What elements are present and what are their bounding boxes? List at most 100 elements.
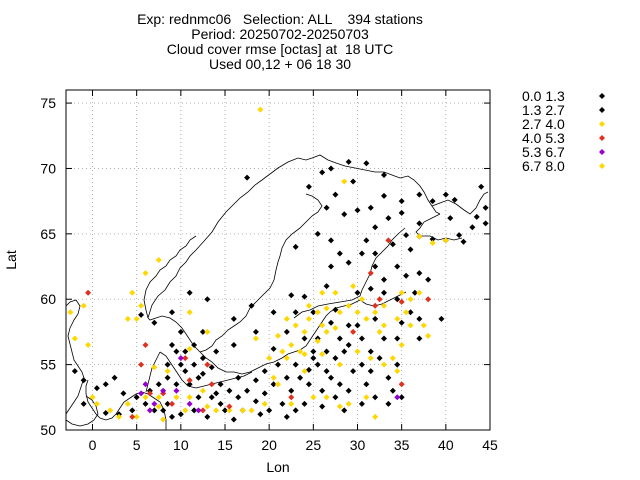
station-point-series-0: [270, 345, 277, 352]
station-point-series-0: [425, 276, 432, 283]
legend-entry-marker: [599, 107, 605, 113]
station-point-series-0: [345, 342, 352, 348]
station-point-series-0: [482, 204, 489, 211]
station-point-series-2: [164, 368, 171, 375]
station-point-series-5: [252, 335, 259, 342]
legend-entry-label: 0.0 1.3: [522, 88, 565, 104]
station-point-series-0: [151, 319, 158, 326]
x-axis-label: Lon: [266, 459, 289, 475]
station-point-series-3: [372, 302, 379, 309]
station-point-series-2: [292, 322, 299, 329]
station-point-series-0: [372, 224, 379, 231]
station-point-series-2: [354, 309, 361, 316]
station-point-series-2: [133, 315, 140, 322]
station-point-series-0: [451, 196, 458, 203]
station-point-series-0: [301, 335, 308, 342]
station-point-series-0: [336, 250, 343, 257]
y-axis-label: Lat: [3, 250, 19, 270]
station-point-series-0: [323, 348, 330, 355]
station-point-series-2: [239, 407, 246, 414]
station-point-series-0: [164, 374, 171, 381]
x-tick-label: 20: [261, 437, 277, 453]
station-point-series-2: [160, 416, 167, 423]
station-point-series-0: [323, 204, 330, 211]
station-point-series-0: [288, 292, 295, 299]
station-point-series-0: [403, 232, 410, 239]
station-point-series-0: [208, 394, 215, 401]
station-point-series-2: [336, 403, 343, 410]
station-point-series-0: [270, 309, 277, 316]
station-point-series-0: [482, 220, 489, 227]
station-point-series-0: [389, 387, 396, 394]
station-point-series-3: [142, 342, 149, 348]
station-point-series-0: [429, 198, 436, 205]
station-point-series-0: [111, 374, 118, 381]
station-point-series-0: [252, 328, 259, 335]
station-point-series-2: [266, 355, 273, 362]
station-point-series-2: [381, 302, 387, 309]
station-point-series-0: [314, 361, 321, 368]
station-point-series-0: [252, 398, 259, 405]
station-point-series-0: [257, 411, 264, 418]
station-point-series-2: [270, 374, 277, 381]
station-point-series-0: [151, 407, 158, 414]
station-point-series-2: [442, 237, 449, 244]
coastline-map: [65, 154, 489, 430]
station-point-series-0: [394, 335, 401, 342]
station-point-series-2: [213, 407, 220, 414]
station-point-series-2: [261, 400, 268, 407]
station-point-series-0: [323, 283, 330, 290]
x-tick-label: 35: [394, 437, 410, 453]
station-point-series-2: [85, 342, 92, 348]
station-point-series-2: [345, 302, 352, 309]
station-point-series-0: [403, 272, 410, 279]
station-point-series-2: [416, 289, 423, 296]
station-point-series-0: [478, 183, 485, 190]
station-point-series-0: [292, 309, 299, 316]
station-point-series-0: [279, 400, 286, 407]
coastline-finland-russia: [359, 205, 441, 307]
station-point-series-2: [376, 328, 383, 335]
station-point-series-0: [394, 296, 401, 303]
title-line-period: Period: 20250702-20250703: [191, 26, 369, 42]
station-point-series-0: [336, 381, 343, 388]
station-point-series-0: [407, 246, 414, 253]
station-point-series-0: [358, 400, 365, 407]
station-point-series-0: [222, 407, 228, 414]
station-point-series-2: [429, 240, 436, 246]
station-point-series-0: [164, 400, 171, 407]
legend-entry-marker: [599, 149, 605, 155]
station-point-series-0: [208, 364, 215, 371]
station-point-series-0: [173, 348, 180, 355]
station-point-series-0: [367, 285, 374, 292]
station-point-series-2: [173, 394, 180, 401]
station-point-series-0: [204, 296, 211, 303]
data-points: [67, 106, 489, 423]
station-point-series-0: [381, 276, 387, 283]
legend: 0.0 1.31.3 2.72.7 4.04.0 5.35.3 6.76.7 8…: [522, 88, 605, 174]
y-tick-label: 60: [40, 291, 56, 307]
station-point-series-3: [367, 270, 374, 277]
station-point-series-2: [248, 407, 255, 414]
station-point-series-3: [398, 381, 405, 388]
station-point-series-3: [138, 361, 145, 368]
station-point-series-2: [358, 296, 365, 303]
station-point-series-5: [155, 403, 162, 410]
station-point-series-0: [138, 311, 145, 318]
station-point-series-2: [129, 289, 136, 296]
station-point-series-2: [297, 348, 304, 355]
plot-frame: [65, 89, 491, 431]
station-point-series-2: [336, 309, 343, 316]
station-point-series-3: [385, 237, 392, 244]
station-point-series-3: [146, 390, 153, 397]
station-point-series-0: [447, 215, 454, 222]
station-point-series-0: [310, 348, 317, 355]
station-point-series-0: [120, 390, 127, 397]
station-point-series-4: [138, 390, 145, 397]
coastline-baltic-south: [159, 299, 361, 389]
station-point-series-4: [173, 387, 180, 394]
station-point-series-0: [319, 403, 326, 410]
station-point-series-0: [341, 211, 348, 218]
station-point-series-2: [288, 342, 295, 348]
